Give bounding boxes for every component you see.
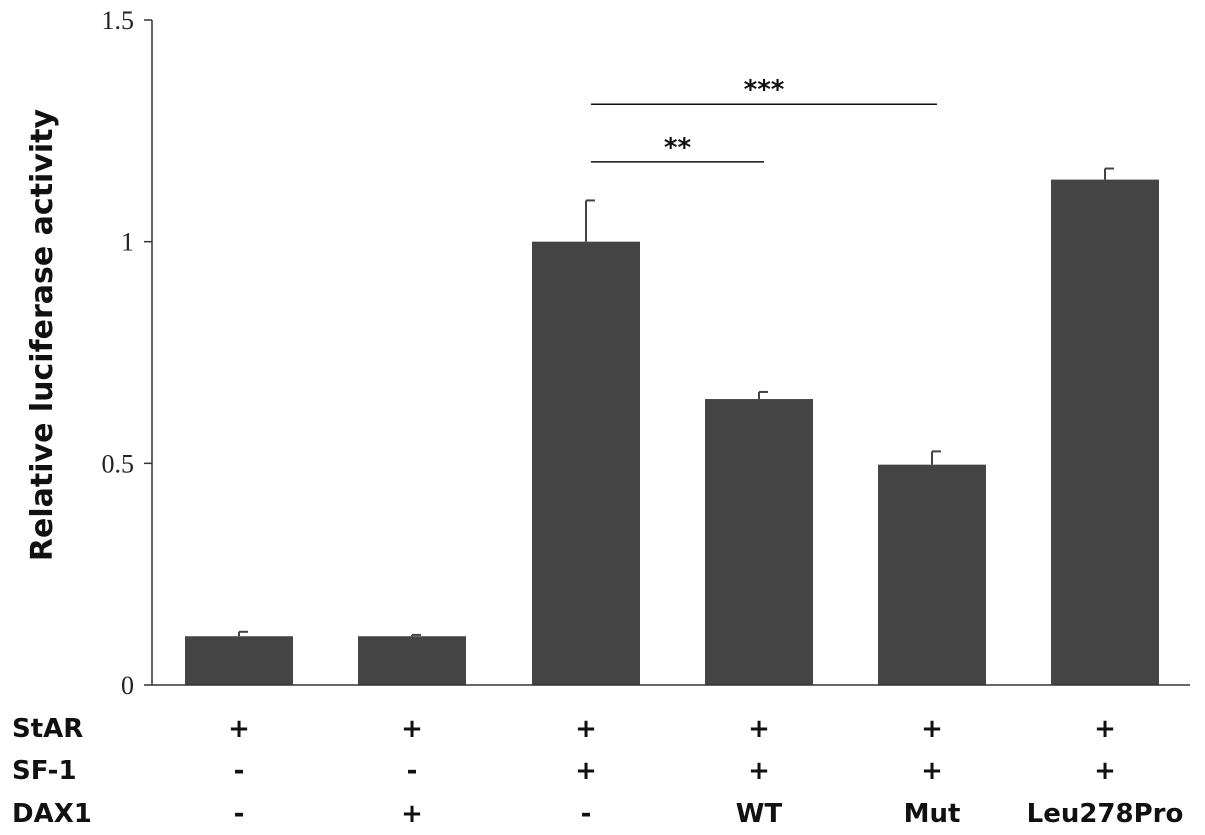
condition-cell: +: [921, 714, 943, 744]
condition-cell: +: [1094, 714, 1116, 744]
significance-label: ***: [744, 75, 785, 105]
bar: [1051, 179, 1159, 685]
y-tick-label: 0: [121, 671, 134, 700]
bar: [878, 464, 986, 685]
condition-row-label: StAR: [12, 714, 83, 744]
condition-cell: Leu278Pro: [1027, 799, 1184, 829]
bar: [705, 399, 813, 685]
condition-cell: Mut: [904, 799, 961, 829]
condition-cell: +: [401, 714, 423, 744]
bar: [532, 241, 640, 685]
y-tick-label: 1: [121, 228, 134, 257]
error-bar: [758, 390, 768, 400]
condition-cell: +: [575, 756, 597, 786]
bar: [185, 636, 293, 685]
condition-cell: +: [401, 799, 423, 829]
condition-row-label: SF-1: [12, 756, 77, 786]
bar: [358, 636, 466, 685]
condition-cell: +: [748, 756, 770, 786]
condition-cell: -: [234, 799, 245, 829]
y-ticks-group: 0 0.5 1 1.5: [102, 6, 152, 700]
condition-cell: WT: [736, 799, 783, 829]
condition-row-label: DAX1: [12, 799, 92, 829]
error-bar: [1104, 167, 1114, 180]
condition-cell: -: [581, 799, 592, 829]
condition-cell: -: [407, 756, 418, 786]
condition-cell: +: [921, 756, 943, 786]
condition-cell: -: [234, 756, 245, 786]
condition-cell: +: [228, 714, 250, 744]
y-tick-label: 0.5: [102, 449, 135, 478]
error-bar: [411, 633, 421, 637]
significance-annotations: *****: [591, 75, 937, 163]
error-bar: [238, 630, 248, 637]
significance-label: **: [664, 133, 692, 163]
y-axis-label: Relative luciferase activity: [25, 108, 60, 561]
bars-group: [185, 179, 1159, 685]
axes-group: [151, 20, 1190, 686]
condition-cell: +: [748, 714, 770, 744]
condition-cell: +: [575, 714, 597, 744]
error-bar: [931, 450, 941, 465]
condition-cell: +: [1094, 756, 1116, 786]
error-bar: [585, 199, 595, 242]
condition-table: StAR + + + + + + SF-1 - - + + + + DAX1 - + - WT Mut Leu278Pr…: [12, 714, 1183, 829]
y-tick-label: 1.5: [102, 6, 135, 35]
error-bars-group: [238, 167, 1114, 637]
